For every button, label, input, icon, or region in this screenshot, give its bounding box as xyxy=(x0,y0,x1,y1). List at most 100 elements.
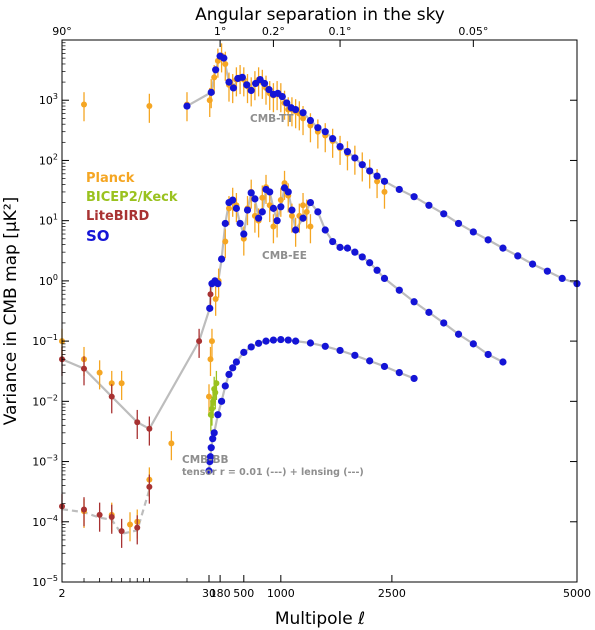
data-point xyxy=(373,172,381,180)
data-point xyxy=(258,208,266,216)
data-point xyxy=(108,393,115,400)
data-point xyxy=(440,210,448,218)
x-tick-label: 2 xyxy=(59,587,66,600)
data-point xyxy=(277,203,285,211)
data-point xyxy=(270,223,277,230)
data-point xyxy=(108,380,115,387)
data-point xyxy=(299,109,307,117)
data-point xyxy=(321,342,329,350)
y-tick-label: 10−2 xyxy=(32,393,58,408)
data-point xyxy=(208,338,215,345)
data-point xyxy=(543,267,551,275)
data-point xyxy=(196,338,203,345)
data-point xyxy=(314,208,322,216)
data-point xyxy=(225,370,233,379)
data-point xyxy=(395,369,403,377)
data-point xyxy=(255,339,263,347)
data-point xyxy=(269,204,278,212)
theory-bb-lensing-curve xyxy=(207,338,415,471)
data-point xyxy=(300,115,307,122)
data-point xyxy=(329,135,337,143)
y-tick-label: 10−1 xyxy=(32,333,58,348)
data-point xyxy=(220,54,228,62)
top-tick-label: 0.2° xyxy=(262,25,285,38)
y-axis-title: Variance in CMB map [μK²] xyxy=(1,197,21,426)
data-point xyxy=(232,358,240,366)
y-tick-label: 10−5 xyxy=(32,574,58,589)
data-point xyxy=(96,369,103,376)
data-point xyxy=(454,330,463,338)
data-point xyxy=(217,255,226,263)
data-point xyxy=(214,411,222,419)
data-point xyxy=(211,74,218,81)
x-tick-label: 180 xyxy=(210,587,231,600)
data-point xyxy=(277,335,285,344)
data-point xyxy=(212,66,220,74)
data-point xyxy=(208,405,215,412)
series-bicep2-keck-bb xyxy=(207,370,220,432)
data-point xyxy=(395,286,403,294)
data-point xyxy=(259,194,266,201)
data-point xyxy=(81,506,88,513)
x-axis-title: Multipole ℓ xyxy=(275,609,365,629)
series-litebird-ee xyxy=(59,281,214,446)
data-point xyxy=(229,84,238,92)
data-point xyxy=(288,212,295,219)
data-points xyxy=(59,43,581,548)
data-point xyxy=(307,223,314,230)
data-point xyxy=(336,346,344,355)
data-point xyxy=(425,201,433,209)
data-point xyxy=(247,86,255,95)
data-point xyxy=(425,308,433,316)
data-point xyxy=(214,280,222,288)
series-planck-bb xyxy=(81,431,175,542)
data-point xyxy=(321,226,329,234)
data-point xyxy=(81,365,88,372)
data-point xyxy=(366,259,374,267)
data-point xyxy=(307,122,314,129)
data-point xyxy=(232,204,240,212)
data-point xyxy=(96,511,103,518)
data-point xyxy=(314,124,322,132)
data-point xyxy=(255,214,263,222)
data-point xyxy=(108,514,115,521)
label-cmb-tt: CMB-TT xyxy=(250,113,294,125)
data-point xyxy=(351,248,359,256)
data-point xyxy=(484,350,492,359)
legend-so: SO xyxy=(86,227,110,245)
y-tick-label: 100 xyxy=(39,273,58,288)
x-tick-label: 2500 xyxy=(378,587,406,600)
data-point xyxy=(373,266,381,274)
data-point xyxy=(395,185,403,194)
data-point xyxy=(374,178,381,185)
x-tick-label: 500 xyxy=(233,587,254,600)
data-point xyxy=(212,296,219,303)
data-point xyxy=(306,339,315,347)
legend-litebird: LiteBIRD xyxy=(86,209,150,224)
data-point xyxy=(260,79,269,88)
data-point xyxy=(381,188,388,195)
data-point xyxy=(247,343,255,351)
y-tick-label: 103 xyxy=(39,92,58,107)
data-point xyxy=(284,336,292,344)
label-cmb-ee: CMB-EE xyxy=(262,250,307,262)
data-point xyxy=(410,193,418,201)
y-tick-label: 10−4 xyxy=(32,514,58,529)
legend-planck: Planck xyxy=(86,171,135,186)
data-point xyxy=(351,154,359,162)
x-tick-label: 1000 xyxy=(267,587,295,600)
data-point xyxy=(146,103,153,110)
data-point xyxy=(207,444,215,452)
data-point xyxy=(229,364,237,372)
data-point xyxy=(454,219,463,228)
data-point xyxy=(146,425,153,432)
data-point xyxy=(118,380,125,387)
data-point xyxy=(205,467,213,475)
data-point xyxy=(210,429,218,437)
data-point xyxy=(292,337,300,345)
data-point xyxy=(528,260,537,268)
data-point xyxy=(247,189,255,197)
data-point xyxy=(499,358,507,366)
data-point xyxy=(240,348,248,356)
